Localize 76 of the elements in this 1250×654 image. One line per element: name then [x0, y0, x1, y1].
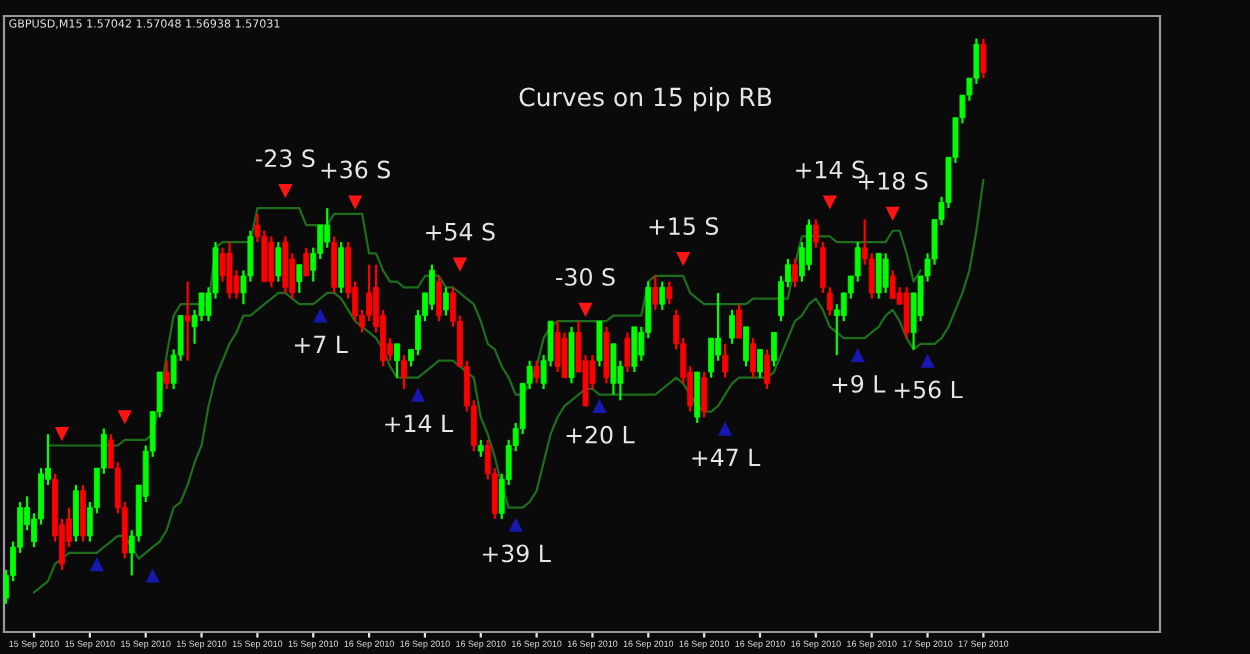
candlestick [442, 286, 449, 317]
annotation: +36 S [321, 160, 390, 179]
candlestick [659, 280, 666, 311]
annotation: -23 S [255, 149, 315, 168]
point [313, 308, 328, 323]
point [117, 410, 132, 425]
annotation: +9 L [832, 374, 886, 393]
candlestick [324, 207, 331, 249]
annotation: +14 L [385, 414, 454, 433]
candlestick [163, 359, 170, 391]
candlestick [631, 325, 638, 374]
annotation: +39 L [482, 544, 551, 563]
point [410, 387, 426, 402]
candlestick [750, 337, 756, 379]
point [89, 557, 104, 572]
point [676, 251, 691, 267]
candlestick [428, 263, 435, 311]
candlestick [596, 320, 603, 368]
candlestick [603, 325, 610, 385]
candlestick [980, 37, 987, 80]
annotation: +7 L [294, 335, 348, 353]
text: Curves on 15 pip RB [519, 87, 772, 112]
candlestick [722, 342, 729, 379]
candlestick [303, 246, 310, 278]
point [145, 568, 160, 583]
annotation: +20 L [566, 425, 635, 444]
candlestick [282, 235, 289, 295]
annotation: +15 S [649, 217, 719, 235]
candlestick [401, 353, 407, 391]
candlestick [610, 342, 617, 396]
candlestick [268, 235, 275, 289]
candlestick [882, 252, 889, 295]
candlestick [79, 483, 86, 543]
candlestick [226, 240, 233, 300]
candlestick [184, 280, 191, 362]
candlestick [743, 325, 749, 368]
candlestick [624, 331, 631, 374]
candlestick [903, 286, 910, 340]
candlestick [701, 370, 708, 419]
candlestick [275, 240, 282, 283]
candlestick [757, 348, 763, 379]
point [718, 421, 733, 436]
candlestick [554, 320, 561, 374]
candlestick [791, 257, 798, 289]
candlestick [296, 263, 303, 295]
point [920, 353, 935, 368]
candlestick [729, 308, 736, 345]
candlestick [736, 303, 742, 340]
point [54, 427, 70, 442]
annotation: +47 L [692, 448, 761, 466]
candlestick [771, 331, 777, 368]
candlestick [889, 269, 896, 300]
candlestick [694, 370, 701, 425]
point [850, 348, 865, 363]
candlestick [666, 280, 673, 306]
point [592, 398, 607, 414]
point [452, 257, 467, 272]
candlestick [331, 235, 338, 295]
point [348, 195, 363, 210]
candlestick [875, 252, 882, 300]
annotation: +56 L [894, 380, 963, 399]
point [278, 184, 293, 199]
candlestick [652, 274, 659, 311]
annotation: +54 S [426, 222, 495, 241]
point [508, 517, 523, 532]
point [822, 195, 837, 210]
candlestick [764, 348, 770, 391]
candlestick [568, 325, 575, 385]
candlestick [533, 359, 540, 385]
candlestick [338, 240, 345, 295]
point [885, 206, 900, 221]
candlestick [435, 274, 442, 323]
candlestick [72, 483, 79, 543]
point [578, 302, 593, 317]
candlestick [394, 342, 400, 379]
annotation: -30 S [556, 267, 615, 286]
